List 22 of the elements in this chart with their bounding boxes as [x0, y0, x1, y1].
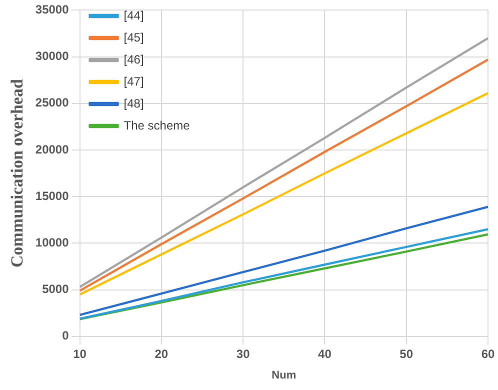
x-tick-label: 20: [154, 346, 168, 361]
legend-label: [44]: [124, 8, 144, 22]
y-tick-label: 0: [62, 328, 70, 343]
y-tick-label: 10000: [35, 236, 70, 250]
y-tick-label: 35000: [35, 2, 70, 17]
legend-label: [45]: [124, 30, 144, 44]
x-tick-label: 50: [400, 346, 414, 361]
legend-label: [47]: [124, 74, 144, 88]
y-tick-label: 30000: [35, 49, 70, 64]
x-axis-title: Num: [272, 369, 296, 382]
y-axis-title: Communication overhead: [8, 78, 27, 268]
x-tick-label: 10: [73, 346, 87, 361]
legend-label: [48]: [124, 96, 144, 110]
legend-label: [46]: [124, 52, 144, 66]
y-tick-label: 25000: [35, 96, 70, 110]
x-tick-label: 60: [481, 346, 495, 361]
x-tick-label: 40: [318, 346, 332, 361]
y-tick-label: 5000: [42, 282, 70, 296]
x-tick-label: 30: [236, 346, 250, 361]
y-tick-label: 20000: [35, 142, 70, 156]
y-tick-label: 15000: [35, 188, 70, 203]
legend-label: The scheme: [124, 118, 190, 132]
